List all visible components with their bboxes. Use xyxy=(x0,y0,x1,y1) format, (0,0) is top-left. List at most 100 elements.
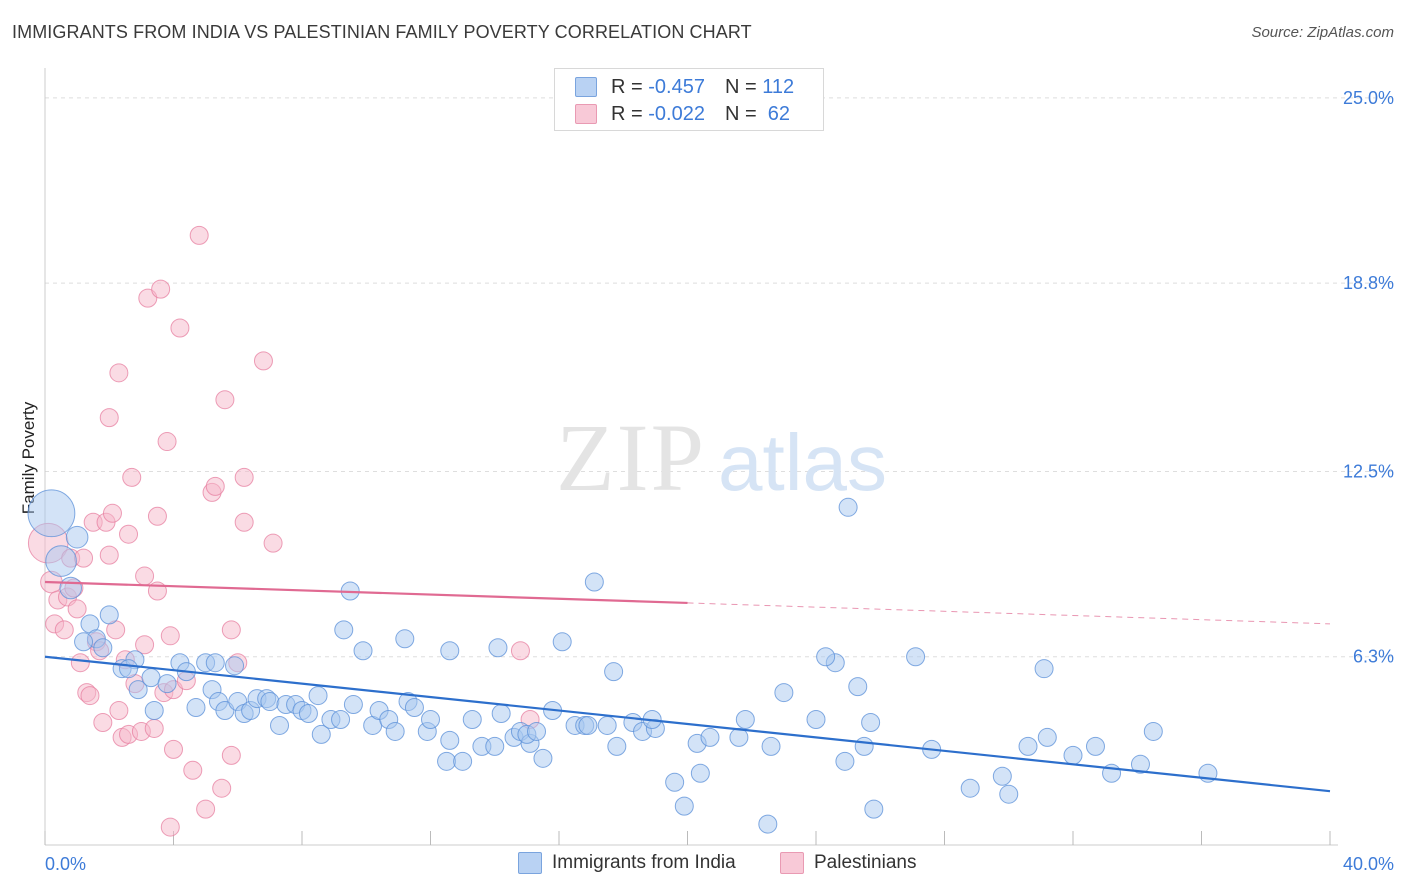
y-tick-label-1: 12.5% xyxy=(1343,461,1394,481)
india-point-109 xyxy=(1143,721,1163,741)
bottom-swatch-pink xyxy=(780,852,804,874)
india-point-60 xyxy=(488,638,508,658)
palestinian-point-40 xyxy=(160,817,180,837)
india-point-87 xyxy=(735,709,755,729)
india-point-72 xyxy=(578,715,598,735)
india-point-84 xyxy=(690,763,710,783)
india-point-96 xyxy=(861,712,881,732)
trend-lines xyxy=(44,580,1331,793)
india-point-97 xyxy=(864,799,884,819)
india-trend-line xyxy=(44,655,1331,793)
palestinian-point-31 xyxy=(135,566,155,586)
india-point-47 xyxy=(385,721,405,741)
palestinian-point-30 xyxy=(135,635,155,655)
india-point-31 xyxy=(270,715,290,735)
x-tick-label-0: 0.0% xyxy=(45,854,86,874)
palestinian-point-10 xyxy=(74,548,94,568)
india-point-50 xyxy=(404,698,424,718)
source-label: Source: ZipAtlas.com xyxy=(1251,24,1394,41)
palestinian-point-61 xyxy=(80,686,100,706)
india-point-104 xyxy=(1018,736,1038,756)
india-point-82 xyxy=(674,796,694,816)
palestinian-point-32 xyxy=(144,718,164,738)
palestinian-point-42 xyxy=(164,739,183,759)
india-point-106 xyxy=(1063,745,1083,765)
india-point-35 xyxy=(298,704,318,724)
palestinian-point-8 xyxy=(67,599,87,619)
legend-r-value-india: -0.457 xyxy=(648,75,705,98)
palestinian-point-38 xyxy=(157,432,177,452)
bottom-legend-india: Immigrants from India xyxy=(518,852,736,874)
india-point-110 xyxy=(1130,754,1150,774)
india-point-1 xyxy=(45,545,77,577)
india-point-2 xyxy=(65,525,89,549)
palestinians-points xyxy=(27,225,540,837)
india-point-113 xyxy=(1034,659,1054,679)
india-point-81 xyxy=(665,772,685,792)
palestinian-point-18 xyxy=(102,503,122,523)
y-tick-label-3: 25.0% xyxy=(1343,88,1394,108)
india-point-20 xyxy=(186,698,206,718)
palestinians-trend-line xyxy=(44,580,688,605)
india-point-40 xyxy=(343,695,363,715)
india-point-105 xyxy=(1037,727,1057,747)
india-point-75 xyxy=(597,715,617,735)
india-point-65 xyxy=(533,748,553,768)
palestinian-point-9 xyxy=(70,653,90,673)
india-point-86 xyxy=(729,727,749,747)
india-point-19 xyxy=(144,701,164,721)
palestinian-point-54 xyxy=(234,512,254,532)
india-point-25 xyxy=(225,656,245,676)
india-point-12 xyxy=(141,668,161,688)
india-point-74 xyxy=(607,736,627,756)
india-point-54 xyxy=(437,751,457,771)
india-point-76 xyxy=(604,662,624,682)
palestinian-point-43 xyxy=(170,318,190,338)
india-point-112 xyxy=(838,497,858,517)
palestinian-point-57 xyxy=(263,533,283,553)
india-point-98 xyxy=(854,736,874,756)
palestinian-point-4 xyxy=(54,620,74,640)
palestinian-point-36 xyxy=(151,279,171,299)
palestinian-point-39 xyxy=(160,626,180,646)
x-tick-label-40: 40.0% xyxy=(1343,854,1394,874)
india-point-13 xyxy=(157,674,177,694)
legend-n-value-palestinians: 62 xyxy=(767,102,791,125)
india-point-101 xyxy=(960,778,980,798)
y-axis-label: Family Poverty xyxy=(19,401,38,514)
india-point-95 xyxy=(848,677,868,697)
legend-n-label: N = xyxy=(724,75,757,98)
india-point-102 xyxy=(992,766,1012,786)
x-ticks xyxy=(44,831,1331,845)
palestinian-point-15 xyxy=(93,712,113,732)
legend-n-label: N = xyxy=(724,102,757,125)
palestinian-point-60 xyxy=(510,641,530,661)
india-point-85 xyxy=(700,727,720,747)
palestinian-point-33 xyxy=(147,506,167,526)
india-point-8 xyxy=(93,638,113,658)
india-point-37 xyxy=(308,686,328,706)
legend-row-palestinians: R = -0.022 N = 62 xyxy=(575,101,790,127)
bottom-legend-palestinians: Palestinians xyxy=(780,852,916,874)
india-point-30 xyxy=(260,692,280,712)
india-point-43 xyxy=(353,641,373,661)
watermark-atlas: atlas xyxy=(718,418,887,507)
palestinian-point-17 xyxy=(99,545,119,565)
india-points xyxy=(27,489,1218,834)
palestinian-point-26 xyxy=(119,524,139,544)
india-point-36 xyxy=(311,724,331,744)
india-point-59 xyxy=(485,736,505,756)
india-point-56 xyxy=(453,751,473,771)
palestinian-point-20 xyxy=(109,701,129,721)
bottom-legend-label-palestinians: Palestinians xyxy=(814,852,917,873)
chart-title: IMMIGRANTS FROM INDIA VS PALESTINIAN FAM… xyxy=(12,22,752,42)
y-tick-label-2: 18.8% xyxy=(1343,273,1394,293)
gridlines xyxy=(45,97,1395,658)
palestinian-point-49 xyxy=(205,476,225,496)
india-point-61 xyxy=(491,704,511,724)
india-point-53 xyxy=(440,730,460,750)
india-point-52 xyxy=(421,709,440,729)
watermark: ZIP atlas xyxy=(556,404,887,511)
palestinian-point-22 xyxy=(99,408,119,428)
